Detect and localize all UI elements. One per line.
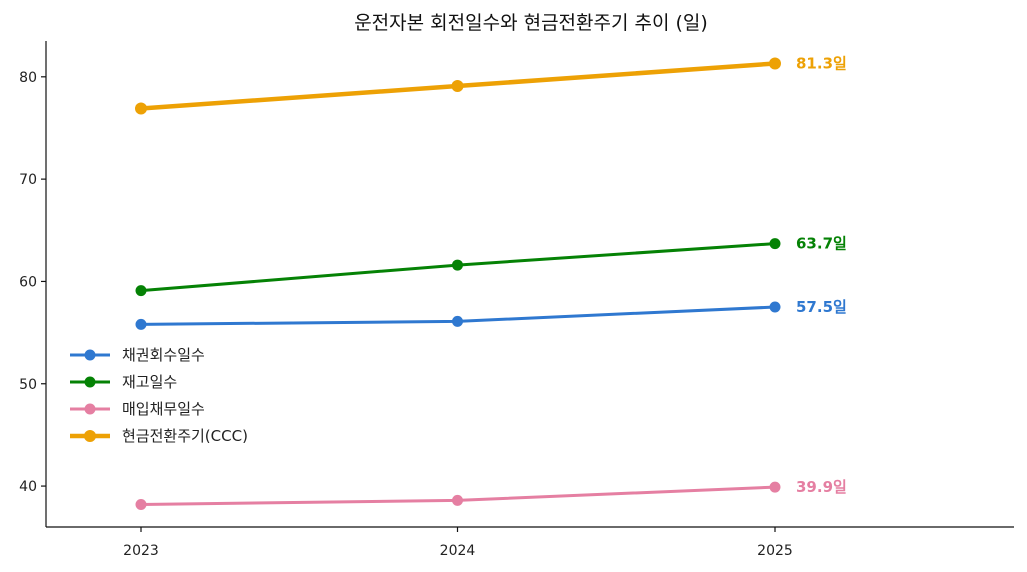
x-tick-label: 2023 [123, 543, 159, 559]
data-point [135, 318, 147, 330]
x-tick-label: 2025 [757, 543, 793, 559]
legend-label: 재고일수 [122, 373, 177, 391]
end-value-label: 57.5일 [796, 298, 847, 316]
y-tick-label: 70 [19, 172, 37, 188]
data-point [769, 57, 781, 70]
end-labels: 57.5일 63.7일 39.9일 81.3일 [796, 55, 847, 497]
x-tick-label: 2024 [440, 543, 476, 559]
legend-label: 채권회수일수 [122, 346, 205, 364]
data-point [135, 102, 147, 115]
legend-swatch-marker [84, 430, 96, 442]
legend-swatch-marker [84, 349, 96, 361]
legend-label: 매입채무일수 [122, 400, 205, 418]
end-value-label: 63.7일 [796, 235, 847, 253]
y-axis-ticks: 40 50 60 70 80 [19, 70, 46, 495]
data-point [135, 285, 147, 297]
chart-title: 운전자본 회전일수와 현금전환주기 추이 (일) [354, 12, 708, 34]
series-group [135, 57, 781, 510]
end-value-label: 39.9일 [796, 478, 847, 496]
data-point [452, 259, 463, 271]
data-point [769, 301, 781, 313]
data-point [452, 315, 463, 327]
legend-swatch-marker [84, 376, 96, 388]
legend-label: 현금전환주기(CCC) [122, 427, 248, 445]
x-axis-ticks: 2023 2024 2025 [123, 527, 793, 559]
data-point [769, 238, 781, 250]
y-tick-label: 60 [19, 274, 37, 290]
data-point [135, 498, 147, 510]
y-tick-label: 80 [19, 70, 37, 86]
data-point [452, 494, 463, 506]
y-tick-label: 40 [19, 479, 37, 495]
y-tick-label: 50 [19, 377, 37, 393]
data-point [769, 481, 781, 493]
end-value-label: 81.3일 [796, 55, 847, 73]
data-point [451, 80, 464, 93]
legend-swatch-marker [84, 403, 96, 415]
